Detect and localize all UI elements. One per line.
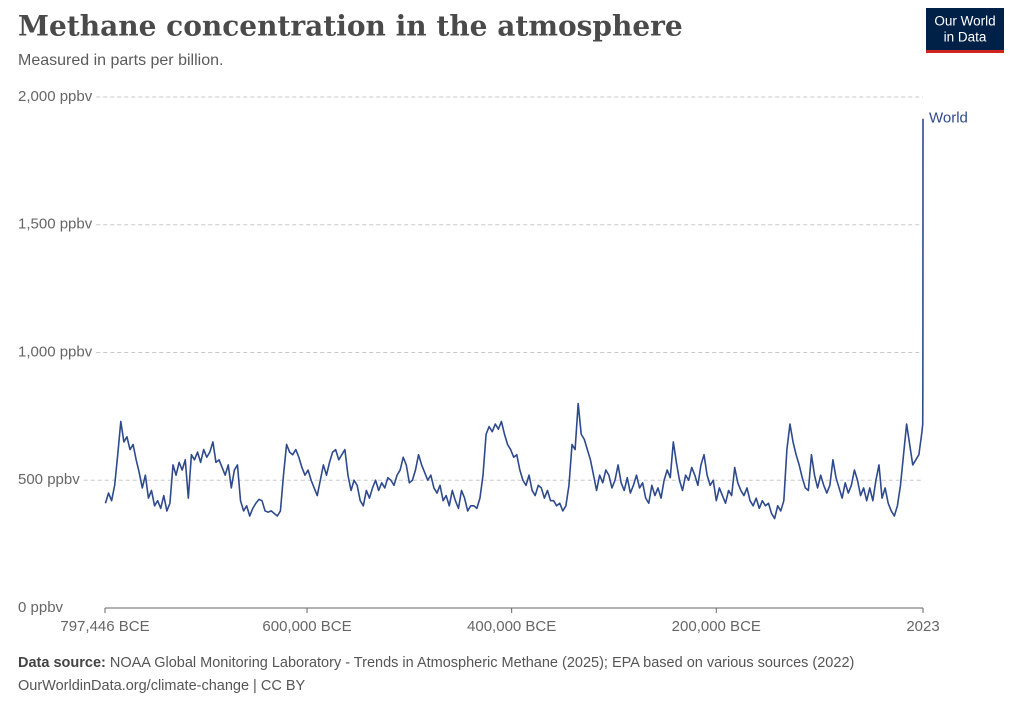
source-label: Data source: [18, 655, 106, 671]
line [104, 118, 924, 520]
chart-subtitle: Measured in parts per billion. [18, 52, 223, 69]
logo-text: Our World [934, 14, 995, 29]
x-tick-label: 797,446 BCE [60, 618, 149, 635]
logo: Our World in Data [926, 8, 1004, 53]
source-text: NOAA Global Monitoring Laboratory - Tren… [110, 655, 854, 671]
y-tick-label: 500 ppbv [18, 471, 80, 488]
logo-box [926, 8, 1004, 50]
x-tick-label: 600,000 BCE [262, 618, 351, 635]
x-tick-label: 200,000 BCE [672, 618, 761, 635]
logo-bar [926, 50, 1004, 53]
y-tick-label: 0 ppbv [18, 599, 64, 616]
series-label: World [929, 110, 968, 127]
source: Data source: NOAA Global Monitoring Labo… [18, 655, 854, 671]
x-tick-label: 400,000 BCE [467, 618, 556, 635]
footer: OurWorldinData.org/climate-change | CC B… [18, 678, 305, 694]
x-tick-label: 2023 [906, 618, 939, 635]
logo-text: in Data [944, 30, 987, 45]
chart-title: Methane concentration in the atmosphere [18, 10, 683, 43]
y-tick-label: 2,000 ppbv [18, 88, 93, 105]
y-tick-label: 1,500 ppbv [18, 216, 93, 233]
y-tick-label: 1,000 ppbv [18, 343, 93, 360]
